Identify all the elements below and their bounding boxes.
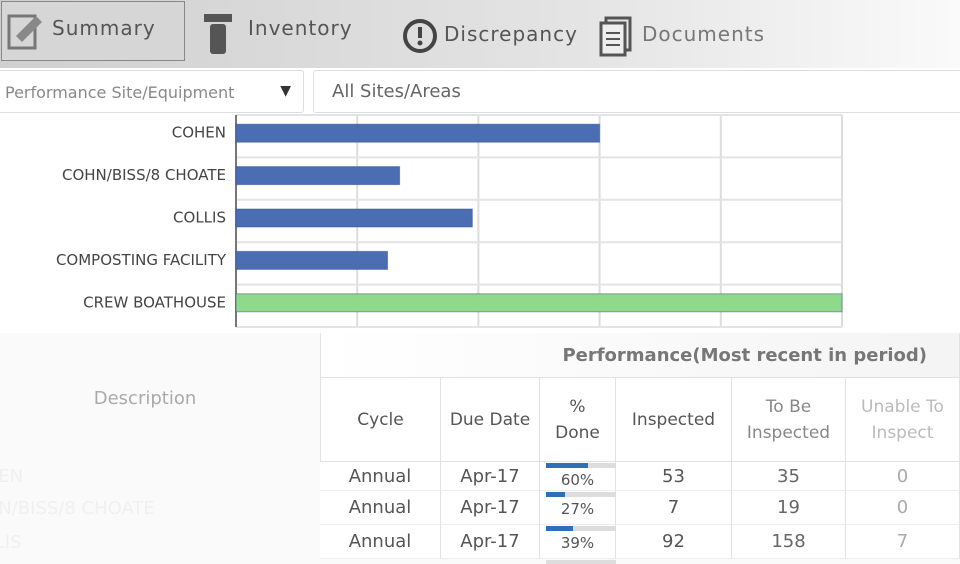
- table-cell: Annual: [320, 491, 441, 525]
- tab[interactable]: Summary: [52, 16, 156, 40]
- percent-label: 39%: [560, 534, 595, 552]
- bar: [235, 166, 401, 186]
- description-header: Description: [93, 387, 197, 409]
- percent-cell: 39%: [540, 525, 616, 559]
- group-select[interactable]: Performance Site/Equipment ▼: [0, 70, 304, 113]
- bar-chart: COHEN COHN/BISS/8 CHOATE COLLIS COMPOSTING …: [56, 114, 843, 328]
- inventory-icon: [204, 14, 232, 54]
- table-cell: Apr-17: [441, 491, 540, 525]
- tab[interactable]: Inventory: [248, 16, 353, 40]
- percent-label: 60%: [560, 471, 595, 489]
- progress-track: [546, 526, 616, 531]
- progress-bar: [546, 463, 588, 468]
- table-cell: 7: [616, 491, 732, 525]
- table-cell: 35: [732, 462, 846, 491]
- y-tick-label: COLLIS: [173, 209, 226, 227]
- table-cell: Apr-17: [441, 525, 540, 559]
- summary-icon: [7, 14, 42, 50]
- tab-bar: Summary Inventory Discrepancy Documents: [0, 0, 960, 68]
- y-tick-label: COMPOSTING FACILITY: [56, 251, 227, 269]
- table-cell: 19: [732, 491, 846, 525]
- table-cell: 7: [846, 525, 960, 559]
- progress-track: [546, 463, 616, 468]
- discrepancy-icon: [403, 19, 437, 53]
- column-header: Inspected: [616, 378, 732, 462]
- y-tick-label: COHEN: [172, 124, 226, 142]
- table-cell: 92: [616, 525, 732, 559]
- group-header: Performance(Most recent in period): [320, 333, 960, 378]
- progress-track: [546, 492, 616, 497]
- bar: [235, 208, 473, 228]
- area-select[interactable]: All Sites/Areas: [313, 70, 960, 113]
- percent-label: 27%: [560, 500, 595, 518]
- bar: [235, 250, 388, 270]
- tab[interactable]: Documents: [642, 22, 766, 46]
- table-cell: 0: [846, 462, 960, 491]
- select-value: Performance Site/Equipment: [5, 83, 235, 102]
- table-cell: 53: [616, 462, 732, 491]
- percent-cell: 60%: [540, 462, 616, 491]
- tab[interactable]: Discrepancy: [444, 22, 578, 46]
- table-cell: Apr-17: [441, 462, 540, 491]
- column-header: To Be Inspected: [732, 378, 846, 462]
- column-header: Cycle: [320, 378, 441, 462]
- progress-bar: [546, 526, 574, 531]
- row-description: COHEN: [0, 466, 24, 487]
- column-header: Unable To Inspect: [846, 378, 960, 462]
- table-cell: Annual: [320, 525, 441, 559]
- progress-bar: [546, 492, 565, 497]
- performance-table: Description Performance(Most recent in pe…: [0, 333, 960, 564]
- row-description: COLLIS: [0, 531, 22, 553]
- dropdown-arrow: ▼: [280, 83, 291, 99]
- documents-icon: [599, 16, 632, 57]
- table-cell: Annual: [320, 462, 441, 491]
- bar: [235, 123, 601, 143]
- column-header: % Done: [540, 378, 616, 462]
- table-cell: 158: [732, 525, 846, 559]
- next-row-progress: [546, 560, 616, 564]
- column-header: Due Date: [441, 378, 540, 462]
- row-description: COHN/BISS/8 CHOATE: [0, 497, 155, 519]
- bar: [235, 293, 843, 313]
- table-cell: 0: [846, 491, 960, 525]
- y-tick-label: COHN/BISS/8 CHOATE: [62, 166, 226, 184]
- y-tick-label: CREW BOATHOUSE: [83, 293, 226, 311]
- percent-cell: 27%: [540, 491, 616, 525]
